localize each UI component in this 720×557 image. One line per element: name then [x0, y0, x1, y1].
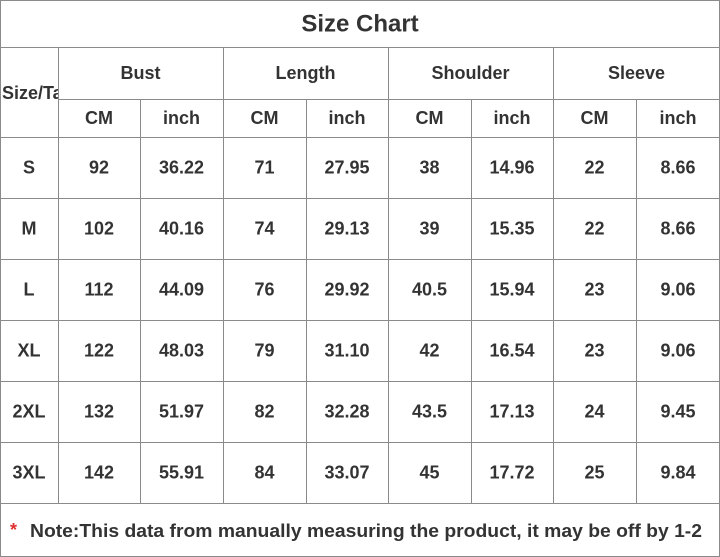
unit-header: CM: [85, 108, 113, 128]
value-cell: 40.5: [412, 279, 447, 299]
value-cell: 43.5: [412, 401, 447, 421]
group-header: Sleeve: [608, 63, 665, 83]
unit-header: CM: [251, 108, 279, 128]
value-cell: 27.95: [324, 157, 369, 177]
value-cell: 17.72: [489, 462, 534, 482]
value-cell: 36.22: [159, 157, 204, 177]
value-cell: 17.13: [489, 401, 534, 421]
value-cell: 38: [419, 157, 439, 177]
unit-header: inch: [328, 108, 365, 128]
value-cell: 8.66: [660, 157, 695, 177]
unit-header: CM: [581, 108, 609, 128]
unit-header: inch: [659, 108, 696, 128]
note: Note:This data from manually measuring t…: [30, 521, 702, 541]
group-header: Bust: [121, 63, 161, 83]
value-cell: 132: [84, 401, 114, 421]
value-cell: 33.07: [324, 462, 369, 482]
unit-header: inch: [163, 108, 200, 128]
value-cell: 122: [84, 340, 114, 360]
value-cell: 32.28: [324, 401, 369, 421]
value-cell: 15.35: [489, 218, 534, 238]
value-cell: 76: [254, 279, 274, 299]
group-header: Length: [276, 63, 336, 83]
value-cell: 142: [84, 462, 114, 482]
size-cell: M: [22, 218, 37, 238]
group-header: Shoulder: [431, 63, 509, 83]
value-cell: 42: [419, 340, 439, 360]
value-cell: 79: [254, 340, 274, 360]
unit-header: CM: [416, 108, 444, 128]
value-cell: 102: [84, 218, 114, 238]
value-cell: 14.96: [489, 157, 534, 177]
value-cell: 112: [84, 279, 113, 299]
value-cell: 39: [419, 218, 439, 238]
value-cell: 15.94: [489, 279, 534, 299]
value-cell: 29.13: [324, 218, 369, 238]
value-cell: 29.92: [324, 279, 369, 299]
size-cell: 2XL: [12, 401, 45, 421]
value-cell: 22: [584, 157, 604, 177]
value-cell: 55.91: [159, 462, 204, 482]
size-header: Size/Ta: [2, 83, 64, 103]
size-cell: L: [24, 279, 35, 299]
value-cell: 9.06: [660, 340, 695, 360]
value-cell: 45: [419, 462, 439, 482]
size-cell: XL: [17, 340, 40, 360]
value-cell: 24: [584, 401, 604, 421]
value-cell: 25: [584, 462, 604, 482]
value-cell: 9.45: [660, 401, 695, 421]
value-cell: 9.06: [660, 279, 695, 299]
value-cell: 23: [584, 340, 604, 360]
value-cell: 51.97: [159, 401, 204, 421]
value-cell: 31.10: [324, 340, 369, 360]
value-cell: 8.66: [660, 218, 695, 238]
value-cell: 23: [584, 279, 604, 299]
value-cell: 71: [254, 157, 274, 177]
unit-header: inch: [493, 108, 530, 128]
value-cell: 44.09: [159, 279, 204, 299]
value-cell: 22: [584, 218, 604, 238]
value-cell: 9.84: [660, 462, 695, 482]
value-cell: 92: [89, 157, 109, 177]
value-cell: 40.16: [159, 218, 204, 238]
title: Size Chart: [301, 10, 418, 37]
value-cell: 74: [254, 218, 274, 238]
size-cell: 3XL: [12, 462, 45, 482]
size-cell: S: [23, 157, 35, 177]
value-cell: 48.03: [159, 340, 204, 360]
value-cell: 16.54: [489, 340, 534, 360]
value-cell: 84: [254, 462, 274, 482]
value-cell: 82: [254, 401, 274, 421]
note-marker: *: [10, 520, 17, 540]
